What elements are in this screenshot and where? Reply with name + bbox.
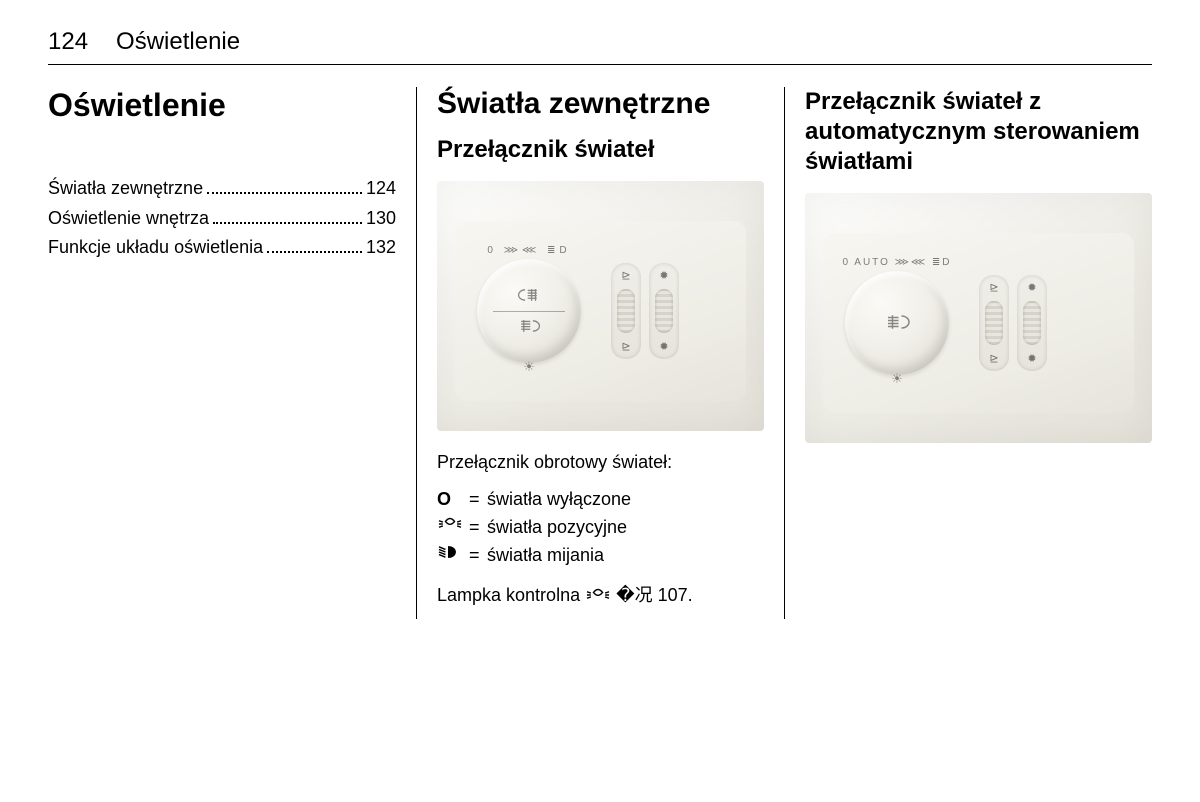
dimmer-up-icon: ✹ bbox=[659, 269, 668, 282]
toc-label: Oświetlenie wnętrza bbox=[48, 204, 209, 234]
dial-arc-labels: 0 AUTO ⋙⋘ ≣D bbox=[843, 257, 952, 268]
page-header-title: Oświetlenie bbox=[116, 28, 240, 56]
position-lights-inline-icon bbox=[585, 585, 616, 605]
bulb-icon: ☀ bbox=[891, 371, 903, 387]
legend-row: = światła pozycyjne bbox=[437, 514, 764, 542]
dial-divider bbox=[493, 311, 566, 312]
toc-label: Funkcje układu oświetlenia bbox=[48, 233, 263, 263]
switch-panel: 0 ⋙⋘ ≣D ☀ ⊵ bbox=[455, 221, 746, 401]
page-number: 124 bbox=[48, 28, 88, 56]
legend-text: światła wyłączone bbox=[487, 486, 764, 514]
symbol-off: O bbox=[437, 486, 469, 514]
note-post: 107. bbox=[658, 585, 693, 605]
table-of-contents: Światła zewnętrzne 124 Oświetlenie wnętr… bbox=[48, 174, 396, 263]
toc-leader bbox=[267, 237, 362, 253]
dimmer-wheel: ✹ ✹ bbox=[649, 263, 679, 359]
equals: = bbox=[469, 542, 487, 570]
wheel-grip bbox=[1023, 301, 1041, 345]
dimmer-up-icon: ✹ bbox=[1027, 281, 1036, 294]
page-ref-icon: �况 bbox=[616, 585, 657, 605]
headlamp-level-wheel: ⊵ ⊵ bbox=[979, 275, 1009, 371]
level-down-icon: ⊵ bbox=[989, 352, 998, 365]
equals: = bbox=[469, 514, 487, 542]
headlamp-level-wheel: ⊵ ⊵ bbox=[611, 263, 641, 359]
bulb-icon: ☀ bbox=[523, 359, 535, 375]
column-toc: Oświetlenie Światła zewnętrzne 124 Oświe… bbox=[48, 87, 416, 619]
dimmer-wheel: ✹ ✹ bbox=[1017, 275, 1047, 371]
subsection-title: Przełącznik świateł z automatycznym ster… bbox=[805, 87, 1152, 177]
column-auto-light-switch: Przełącznik świateł z automatycznym ster… bbox=[784, 87, 1152, 619]
wheel-grip bbox=[655, 289, 673, 333]
toc-page: 124 bbox=[366, 174, 396, 204]
symbol-position-lights-icon bbox=[437, 514, 469, 542]
chapter-title: Oświetlenie bbox=[48, 87, 396, 124]
level-up-icon: ⊵ bbox=[621, 269, 630, 282]
rotary-dial-wrap: 0 ⋙⋘ ≣D ☀ bbox=[469, 251, 589, 371]
dial-arc-labels: 0 ⋙⋘ ≣D bbox=[487, 245, 570, 256]
wheel-grip bbox=[985, 301, 1003, 345]
legend-text: światła mijania bbox=[487, 542, 764, 570]
equals: = bbox=[469, 486, 487, 514]
content-columns: Oświetlenie Światła zewnętrzne 124 Oświe… bbox=[48, 87, 1152, 619]
fog-front-icon bbox=[516, 286, 542, 306]
level-up-icon: ⊵ bbox=[989, 281, 998, 294]
toc-page: 130 bbox=[366, 204, 396, 234]
level-down-icon: ⊵ bbox=[621, 340, 630, 353]
subsection-title: Przełącznik świateł bbox=[437, 135, 764, 165]
fog-rear-icon bbox=[516, 317, 542, 337]
caption-text: Przełącznik obrotowy świateł: bbox=[437, 449, 764, 476]
legend-row: = światła mijania bbox=[437, 542, 764, 570]
legend-text: światła pozycyjne bbox=[487, 514, 764, 542]
thumbwheels: ⊵ ⊵ ✹ ✹ bbox=[611, 263, 679, 359]
wheel-grip bbox=[617, 289, 635, 333]
switch-panel: 0 AUTO ⋙⋘ ≣D ☀ ⊵ ⊵ ✹ bbox=[823, 233, 1134, 413]
legend-list: O = światła wyłączone = światła pozycyjn… bbox=[437, 486, 764, 570]
rotary-dial-wrap: 0 AUTO ⋙⋘ ≣D ☀ bbox=[837, 263, 957, 383]
auto-switch-photo: 0 AUTO ⋙⋘ ≣D ☀ ⊵ ⊵ ✹ bbox=[805, 193, 1152, 443]
toc-leader bbox=[207, 178, 362, 194]
thumbwheels: ⊵ ⊵ ✹ ✹ bbox=[979, 275, 1047, 371]
symbol-low-beam-icon bbox=[437, 542, 469, 570]
column-exterior-lights: Światła zewnętrzne Przełącznik świateł 0… bbox=[416, 87, 784, 619]
dimmer-down-icon: ✹ bbox=[659, 340, 668, 353]
section-title: Światła zewnętrzne bbox=[437, 87, 764, 121]
toc-row: Oświetlenie wnętrza 130 bbox=[48, 204, 396, 234]
indicator-note: Lampka kontrolna �况 107. bbox=[437, 582, 764, 609]
page-header: 124 Oświetlenie bbox=[48, 28, 1152, 65]
fog-rear-icon bbox=[882, 312, 912, 335]
dimmer-down-icon: ✹ bbox=[1027, 352, 1036, 365]
toc-row: Światła zewnętrzne 124 bbox=[48, 174, 396, 204]
legend-row: O = światła wyłączone bbox=[437, 486, 764, 514]
rotary-dial bbox=[845, 271, 949, 375]
toc-page: 132 bbox=[366, 233, 396, 263]
note-pre: Lampka kontrolna bbox=[437, 585, 585, 605]
toc-row: Funkcje układu oświetlenia 132 bbox=[48, 233, 396, 263]
toc-leader bbox=[213, 208, 362, 224]
rotary-dial bbox=[477, 259, 581, 363]
toc-label: Światła zewnętrzne bbox=[48, 174, 203, 204]
light-switch-photo: 0 ⋙⋘ ≣D ☀ ⊵ bbox=[437, 181, 764, 431]
